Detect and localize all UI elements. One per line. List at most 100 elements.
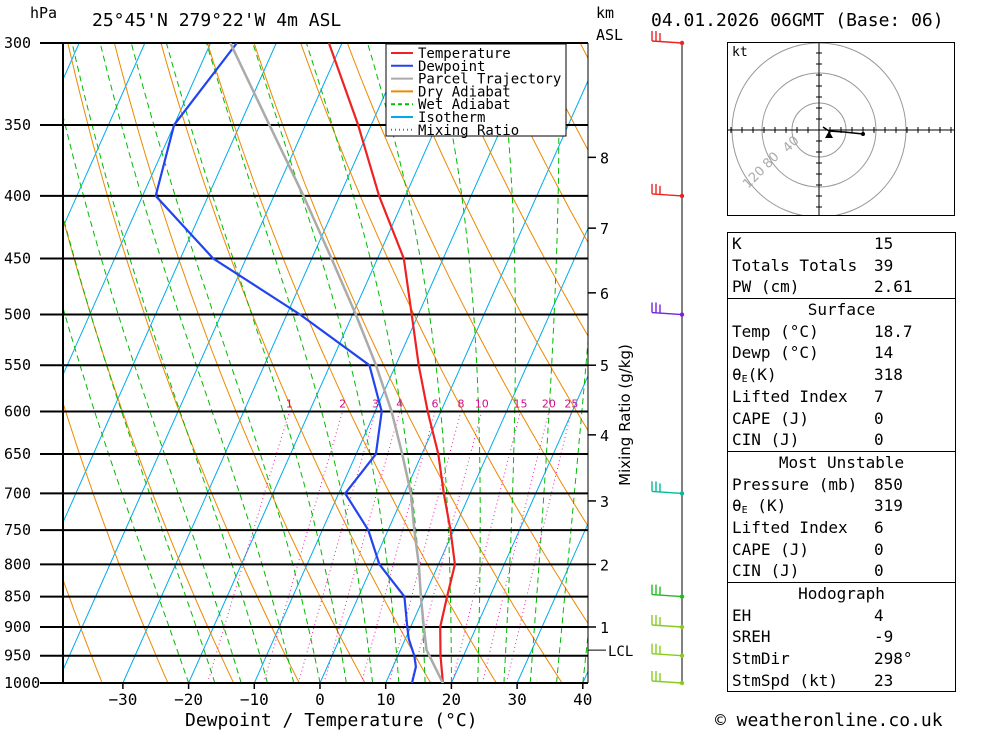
- wet-adiabat-line: [529, 43, 560, 683]
- hodograph-heading: Hodograph: [728, 582, 955, 605]
- hodograph-trace: [822, 126, 864, 135]
- stat-stmdir: StmDir 298°: [732, 649, 913, 669]
- isotherm-line: [188, 43, 474, 683]
- isotherm-line: [63, 43, 343, 672]
- pressure-unit-label: hPa: [30, 4, 58, 22]
- wet-adiabat-line: [433, 43, 481, 683]
- mixing-ratio-line: [410, 411, 483, 683]
- pressure-tick-label: 550: [4, 356, 31, 374]
- credit-link[interactable]: © weatheronline.co.uk: [715, 710, 943, 731]
- mixing-ratio-label: 10: [475, 397, 489, 410]
- wind-barb: [651, 584, 683, 598]
- isotherm-line: [253, 43, 540, 683]
- wet-adiabat-line: [165, 43, 347, 683]
- wind-barb: [651, 614, 683, 628]
- stat-stmspd: StmSpd (kt) 23: [732, 670, 894, 690]
- isotherm-line: [385, 227, 588, 683]
- x-tick-label: −10: [240, 690, 269, 709]
- pressure-tick-label: 700: [4, 484, 31, 502]
- pressure-tick-label: 750: [4, 521, 31, 539]
- surface-heading: Surface: [728, 298, 955, 321]
- pressure-tick-label: 850: [4, 588, 31, 606]
- wet-adiabat-line: [63, 214, 216, 683]
- dry-adiabat-line: [439, 43, 588, 337]
- x-tick-label: −20: [174, 690, 203, 709]
- stat-surface-cape: CAPE (J) 0: [732, 408, 884, 428]
- legend-label: Wet Adiabat: [418, 97, 511, 113]
- pressure-tick-label: 900: [4, 618, 31, 636]
- wind-barb: [651, 302, 683, 316]
- dry-adiabat-line: [300, 43, 588, 625]
- km-unit-label: km: [596, 4, 615, 22]
- km-tick-label: 8: [600, 149, 609, 167]
- pressure-tick-label: 450: [4, 250, 31, 268]
- km-tick-label: 3: [600, 493, 609, 511]
- pressure-tick-label: 500: [4, 306, 31, 324]
- mixing-ratio-label: 25: [564, 397, 578, 410]
- legend-label: Parcel Trajectory: [418, 72, 561, 88]
- km-tick-label: 6: [600, 285, 609, 303]
- legend-box: [385, 43, 567, 137]
- legend-label: Mixing Ratio: [418, 123, 519, 139]
- mixing-ratio-label: 1: [286, 397, 293, 410]
- stats-table: K 15 Totals Totals 39 PW (cm) 2.61 Surface …: [727, 232, 956, 693]
- km-tick-label: 2: [600, 556, 609, 574]
- pressure-tick-label: 800: [4, 555, 31, 573]
- wet-adiabat-line: [305, 43, 426, 683]
- hodograph-ring-label: 80: [760, 150, 782, 172]
- stat-sreh: SREH -9: [732, 627, 894, 647]
- legend-label: Isotherm: [418, 110, 485, 126]
- wet-adiabat-line: [252, 43, 400, 683]
- km-tick-label: 5: [600, 357, 609, 375]
- dry-adiabat-line: [206, 43, 497, 683]
- lcl-label: LCL: [608, 644, 633, 660]
- stat-totals-totals: Totals Totals 39: [732, 255, 894, 275]
- x-tick-label: 10: [376, 690, 395, 709]
- km-tick-label: 1: [600, 619, 609, 637]
- location-title: 25°45'N 279°22'W 4m ASL: [92, 10, 342, 31]
- stat-mu-thetae: θE (K) 319: [732, 496, 903, 517]
- isotherm-line: [450, 374, 588, 683]
- stat-surface-thetae: θE(K) 318: [732, 365, 903, 386]
- wet-adiabat-line: [63, 113, 242, 683]
- mixing-ratio-label: 3: [372, 397, 379, 410]
- isotherm-line: [319, 79, 588, 683]
- dry-adiabat-line: [346, 43, 588, 528]
- x-tick-label: 0: [315, 690, 325, 709]
- asl-unit-label: ASL: [596, 26, 624, 44]
- x-tick-label: −30: [108, 690, 137, 709]
- dry-adiabat-line: [393, 43, 588, 432]
- pressure-tick-label: 350: [4, 116, 31, 134]
- wind-barb: [651, 183, 683, 197]
- pressure-tick-label: 400: [4, 187, 31, 205]
- isotherm-line: [516, 522, 588, 683]
- series-temperature: [327, 43, 457, 683]
- stat-mu-li: Lifted Index 6: [732, 517, 884, 537]
- stat-pw: PW (cm) 2.61: [732, 277, 913, 297]
- stat-surface-li: Lifted Index 7: [732, 386, 884, 406]
- pressure-tick-label: 600: [4, 402, 31, 420]
- mixing-ratio-line: [481, 411, 550, 683]
- series-parcel-trajectory: [229, 43, 445, 683]
- mixing-ratio-axis-label: Mixing Ratio (g/kg): [616, 344, 634, 486]
- stat-surface-temp: Temp (°C) 18.7: [732, 321, 913, 341]
- datetime-title: 04.01.2026 06GMT (Base: 06): [651, 10, 944, 31]
- wind-barb: [651, 643, 683, 657]
- x-axis-label: Dewpoint / Temperature (°C): [185, 710, 478, 731]
- storm-motion-marker: [825, 131, 833, 138]
- wet-adiabat-line: [498, 43, 516, 683]
- legend-label: Dry Adiabat: [418, 84, 511, 100]
- mixing-ratio-line: [361, 411, 436, 683]
- mixing-ratio-label: 4: [396, 397, 403, 410]
- series-dewpoint: [154, 43, 418, 683]
- dry-adiabat-line: [113, 43, 366, 683]
- mixing-ratio-line: [263, 411, 344, 683]
- wind-barb: [651, 481, 683, 495]
- wind-barb: [651, 31, 683, 44]
- stat-mu-cape: CAPE (J) 0: [732, 539, 884, 559]
- pressure-tick-label: 650: [4, 445, 31, 463]
- dry-adiabat-line: [253, 43, 563, 683]
- isotherm-line: [63, 43, 146, 229]
- mixing-ratio-label: 15: [513, 397, 527, 410]
